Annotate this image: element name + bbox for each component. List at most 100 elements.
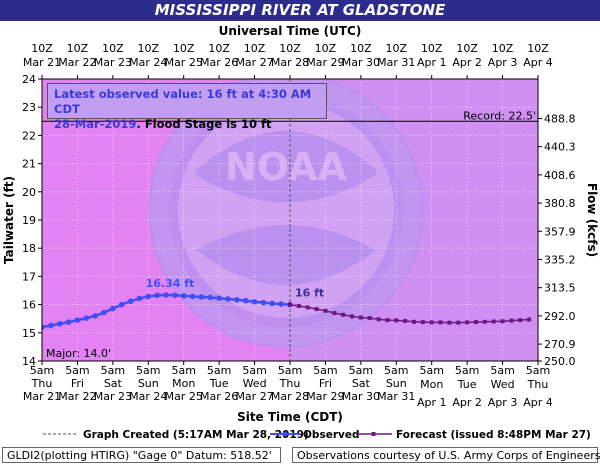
- bottom-tick-weekday: Sun: [386, 377, 407, 390]
- observed-point: [127, 298, 134, 305]
- top-tick-time: 10Z: [173, 42, 195, 55]
- observed-point: [65, 319, 72, 325]
- svg-text:NOAA: NOAA: [225, 145, 347, 189]
- forecast-point: [385, 318, 390, 323]
- bottom-tick-time: 5am: [526, 364, 550, 377]
- forecast-point: [376, 317, 381, 322]
- forecast-point: [456, 320, 461, 325]
- bottom-axis-title: Site Time (CDT): [237, 410, 343, 424]
- forecast-point: [367, 316, 372, 321]
- bottom-tick-weekday: Thu: [279, 377, 301, 390]
- forecast-point: [447, 320, 452, 325]
- bottom-tick-time: 5am: [30, 364, 54, 377]
- left-tick-label: 19: [22, 214, 36, 227]
- top-tick-date: Apr 2: [452, 56, 482, 69]
- top-tick-date: Mar 24: [129, 56, 167, 69]
- bottom-tick-date: Apr 3: [488, 396, 518, 409]
- bottom-tick-time: 5am: [171, 364, 195, 377]
- top-tick-time: 10Z: [315, 42, 337, 55]
- bottom-tick-weekday: Thu: [527, 378, 549, 391]
- forecast-point: [305, 305, 310, 310]
- left-tick-label: 17: [22, 270, 36, 283]
- right-tick-label: 380.8: [544, 197, 576, 210]
- bottom-tick-time: 5am: [419, 364, 443, 377]
- record-stage-label: Record: 22.5': [463, 109, 536, 122]
- bottom-tick-date: Mar 21: [23, 390, 61, 403]
- bottom-tick-time: 5am: [384, 364, 408, 377]
- forecast-point: [296, 304, 301, 309]
- top-tick-time: 10Z: [386, 42, 408, 55]
- forecast-point: [527, 317, 532, 322]
- bottom-tick-time: 5am: [136, 364, 160, 377]
- observed-point: [118, 301, 125, 308]
- forecast-point: [314, 307, 319, 312]
- bottom-tick-date: Mar 28: [271, 390, 309, 403]
- bottom-tick-weekday: Sun: [138, 377, 159, 390]
- bottom-tick-time: 5am: [207, 364, 231, 377]
- bottom-tick-time: 5am: [242, 364, 266, 377]
- observed-point: [207, 294, 214, 301]
- forecast-point: [482, 319, 487, 324]
- bottom-tick-weekday: Sat: [352, 377, 371, 390]
- bottom-tick-time: 5am: [101, 364, 125, 377]
- forecast-point: [474, 320, 478, 325]
- right-tick-label: 488.8: [544, 112, 576, 125]
- forecast-point: [509, 318, 514, 323]
- observed-point: [225, 296, 231, 302]
- top-tick-time: 10Z: [102, 42, 124, 55]
- bottom-tick-date: Mar 22: [58, 390, 96, 403]
- top-tick-date: Mar 23: [94, 56, 132, 69]
- left-tick-label: 24: [22, 73, 36, 86]
- latest-observation-date: 28-Mar-2019: [54, 117, 137, 131]
- right-tick-label: 440.3: [544, 141, 576, 154]
- bottom-tick-date: Mar 26: [200, 390, 238, 403]
- flood-stage-text: Flood Stage is 10 ft: [144, 117, 272, 131]
- bottom-tick-date: Mar 23: [94, 390, 132, 403]
- observed-point: [242, 297, 249, 304]
- forecast-point: [500, 319, 505, 324]
- latest-observation-text: Latest observed value: 16 ft at 4:30 AM …: [54, 87, 312, 116]
- latest-value-label: 16 ft: [295, 287, 324, 300]
- top-tick-time: 10Z: [208, 42, 230, 55]
- observed-point: [163, 292, 169, 298]
- right-tick-label: 250.0: [544, 355, 576, 368]
- bottom-tick-time: 5am: [313, 364, 337, 377]
- forecast-point: [403, 318, 408, 323]
- forecast-series-line: [289, 303, 530, 324]
- bottom-tick-date: Mar 24: [129, 390, 167, 403]
- forecast-point: [412, 319, 416, 324]
- bottom-tick-weekday: Wed: [243, 377, 267, 390]
- top-tick-time: 10Z: [350, 42, 372, 55]
- bottom-tick-weekday: Mon: [420, 378, 443, 391]
- bottom-tick-date: Mar 25: [165, 390, 203, 403]
- top-tick-date: Apr 3: [488, 56, 518, 69]
- bottom-tick-date: Apr 1: [417, 396, 447, 409]
- right-tick-label: 270.9: [544, 338, 576, 351]
- major-stage-label: Major: 14.0': [46, 347, 111, 360]
- top-tick-date: Mar 26: [200, 56, 238, 69]
- legend-forecast-marker: [371, 432, 376, 436]
- observed-point: [56, 320, 63, 327]
- right-tick-label: 357.9: [544, 225, 576, 238]
- observed-point: [260, 299, 267, 306]
- top-tick-date: Mar 25: [165, 56, 203, 69]
- noaa-watermark-logo: NOAA: [148, 79, 424, 348]
- left-tick-label: 21: [22, 158, 36, 171]
- right-tick-label: 335.2: [544, 253, 576, 266]
- bottom-tick-time: 5am: [455, 364, 479, 377]
- observed-point: [101, 309, 107, 316]
- forecast-point: [323, 308, 328, 313]
- top-tick-date: Apr 1: [417, 56, 447, 69]
- courtesy-footer: Observations courtesy of U.S. Army Corps…: [292, 447, 600, 463]
- bottom-tick-time: 5am: [349, 364, 373, 377]
- top-tick-date: Mar 31: [377, 56, 415, 69]
- top-tick-date: Mar 27: [235, 56, 273, 69]
- bottom-tick-date: Mar 27: [235, 390, 273, 403]
- bottom-tick-time: 5am: [278, 364, 302, 377]
- top-tick-date: Mar 28: [271, 56, 309, 69]
- observed-point: [136, 295, 143, 302]
- top-tick-time: 10Z: [31, 42, 53, 55]
- forecast-point: [350, 314, 354, 319]
- top-tick-time: 10Z: [138, 42, 160, 55]
- left-tick-label: 16: [22, 299, 36, 312]
